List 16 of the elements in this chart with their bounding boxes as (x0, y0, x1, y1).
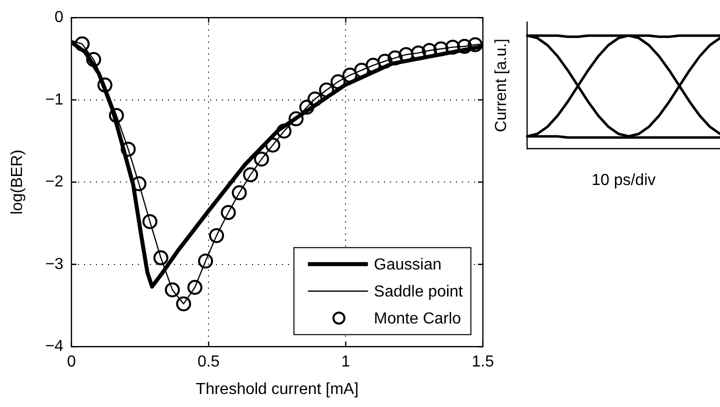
x-tick-label: 0 (66, 354, 76, 371)
y-tick-label: −3 (45, 256, 64, 273)
x-tick-label: 0.5 (197, 354, 220, 371)
x-tick-label: 1.5 (472, 354, 494, 371)
y-tick-label: −2 (45, 174, 64, 191)
x-axis-title: Threshold current [mA] (196, 380, 359, 398)
y-tick-label: −4 (45, 338, 64, 356)
x-axis-title: 10 ps/div (592, 172, 656, 189)
legend-label: Monte Carlo (374, 310, 462, 328)
y-tick-label: −1 (45, 91, 64, 108)
legend-label: Gaussian (374, 256, 442, 274)
x-tick-label: 1 (341, 354, 350, 371)
y-tick-label: 0 (54, 9, 64, 26)
y-axis-title: log(BER) (9, 150, 26, 215)
legend-label: Saddle point (374, 284, 464, 301)
y-axis-title: Current [a.u.] (493, 38, 510, 132)
